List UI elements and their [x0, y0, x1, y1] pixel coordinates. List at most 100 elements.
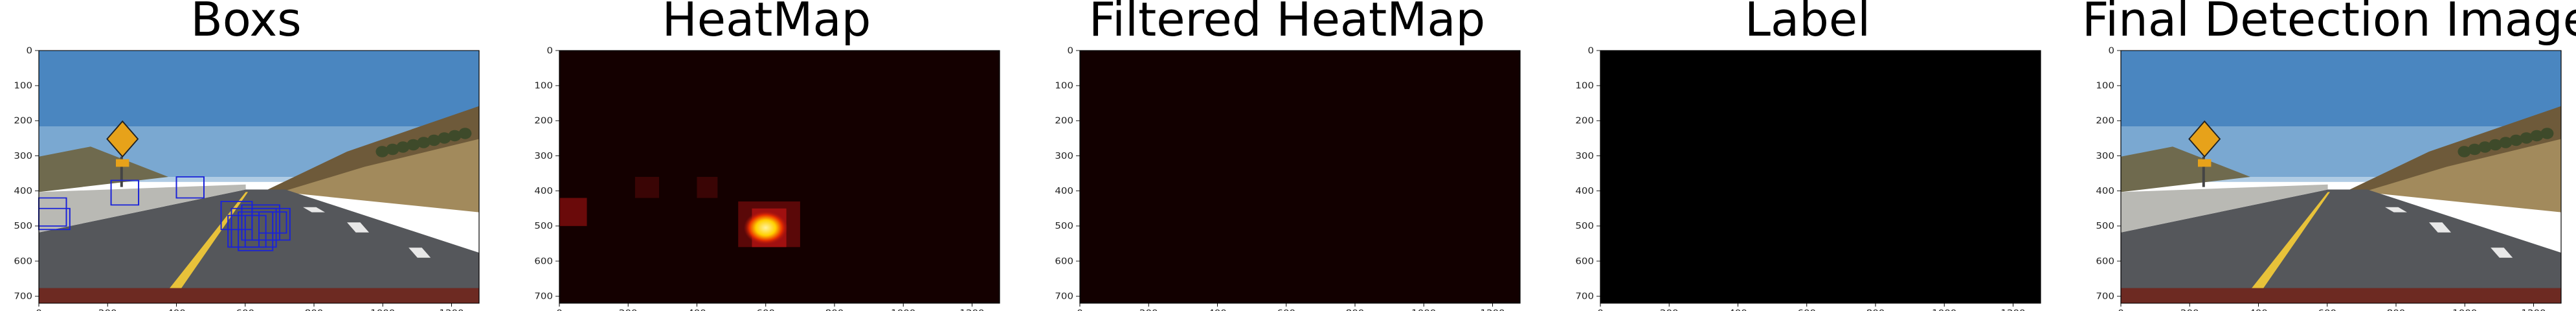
y-tick-label: 700 [2096, 292, 2114, 301]
y-tick-label: 0 [26, 46, 32, 56]
y-tick-label: 400 [534, 187, 553, 196]
x-tick-label: 0 [1597, 308, 1604, 311]
y-tick-label: 500 [1575, 222, 1594, 231]
y-tick-label: 100 [534, 81, 553, 91]
x-tick-label: 800 [2387, 308, 2406, 311]
x-tick-label: 1000 [370, 308, 395, 311]
x-tick-label: 800 [1346, 308, 1365, 311]
x-tick-label: 600 [1797, 308, 1816, 311]
y-tick-label: 500 [2096, 222, 2114, 231]
axes: 0 200 400 600 800 1000 1200 0 100 200 300 400 500 600… [534, 46, 1000, 311]
y-tick-label: 700 [14, 292, 32, 301]
y-tick-label: 100 [2096, 81, 2114, 91]
y-tick-label: 500 [534, 222, 553, 231]
x-tick-label: 800 [1866, 308, 1885, 311]
label-image [1600, 51, 2041, 303]
filtered-heatmap-image [1080, 51, 1520, 303]
y-tick-label: 400 [2096, 187, 2114, 196]
x-tick-label: 1000 [1411, 308, 1436, 311]
x-tick-label: 0 [556, 308, 563, 311]
x-tick-label: 1200 [439, 308, 464, 311]
x-tick-label: 1200 [2521, 308, 2546, 311]
panel-2: HeatMap 0 200 400 600 800 1000 1200 0 100 200 300 40… [521, 0, 1013, 311]
y-tick-label: 300 [534, 152, 553, 161]
x-tick-label: 1000 [1932, 308, 1956, 311]
deer-crossing-sign [106, 120, 139, 187]
x-tick-label: 600 [2318, 308, 2336, 311]
y-tick-label: 300 [14, 152, 32, 161]
y-tick-label: 100 [1575, 81, 1594, 91]
x-tick-label: 400 [2249, 308, 2268, 311]
x-tick-label: 800 [825, 308, 844, 311]
panel-title: HeatMap [662, 0, 871, 47]
panel-title: Boxs [190, 0, 302, 47]
y-tick-label: 0 [1587, 46, 1594, 56]
y-tick-label: 700 [534, 292, 553, 301]
axes: 0 200 400 600 800 1000 1200 0 100 200 300 400 500 600… [14, 46, 480, 311]
y-tick-label: 200 [534, 117, 553, 126]
y-tick-label: 500 [14, 222, 32, 231]
detection-box [238, 211, 274, 251]
x-tick-label: 400 [167, 308, 186, 311]
panel-5: Final Detection Image0200400600800100012… [2082, 0, 2576, 311]
x-tick-label: 800 [305, 308, 324, 311]
heat-peak [743, 211, 788, 245]
x-tick-label: 400 [1208, 308, 1227, 311]
y-tick-label: 0 [1067, 46, 1073, 56]
x-tick-label: 200 [2180, 308, 2199, 311]
x-tick-label: 600 [1277, 308, 1295, 311]
panel-title: Filtered HeatMap [1088, 0, 1486, 47]
y-tick-label: 200 [2096, 117, 2114, 126]
y-tick-label: 100 [14, 81, 32, 91]
axes: 0 200 400 600 800 1000 1200 0 100 200 300 400 500 600… [1575, 46, 2041, 311]
detection-box [251, 207, 291, 241]
y-tick-label: 300 [2096, 152, 2114, 161]
y-tick-label: 500 [1055, 222, 1073, 231]
x-tick-label: 200 [1139, 308, 1158, 311]
axes: 0 200 400 600 800 1000 1200 0 100 200 300 400 500 600… [2096, 46, 2562, 311]
y-tick-label: 600 [1055, 257, 1073, 266]
panel-1: Boxs 0 200 400 600 800 1000 1200 0 100 200 300 400 50… [0, 0, 492, 311]
x-tick-label: 0 [2118, 308, 2124, 311]
x-tick-label: 1000 [891, 308, 915, 311]
detection-box [110, 179, 140, 206]
x-tick-label: 1200 [1480, 308, 1505, 311]
y-tick-label: 600 [2096, 257, 2114, 266]
x-tick-label: 200 [1660, 308, 1679, 311]
detection-box [175, 176, 205, 199]
x-tick-label: 1200 [2000, 308, 2025, 311]
y-tick-label: 300 [1055, 152, 1073, 161]
axes: 0 200 400 600 800 1000 1200 0 100 200 300 400 500 600… [1055, 46, 1521, 311]
panel-3: Filtered HeatMap 0 200 400 600 800 1000 1200 0 10… [1041, 0, 1533, 311]
y-tick-label: 200 [1055, 117, 1073, 126]
y-tick-label: 600 [1575, 257, 1594, 266]
y-tick-label: 600 [14, 257, 32, 266]
y-tick-label: 200 [14, 117, 32, 126]
x-tick-label: 600 [236, 308, 254, 311]
y-tick-label: 400 [1575, 187, 1594, 196]
road-scene-image [38, 51, 479, 303]
x-tick-label: 200 [619, 308, 638, 311]
y-tick-label: 300 [1575, 152, 1594, 161]
x-tick-label: 600 [756, 308, 775, 311]
detection-box [258, 211, 287, 234]
road-scene-image [2121, 51, 2561, 303]
x-tick-label: 400 [688, 308, 706, 311]
y-tick-label: 600 [534, 257, 553, 266]
x-tick-label: 1200 [959, 308, 984, 311]
detection-boxes [38, 176, 291, 251]
y-tick-label: 400 [1055, 187, 1073, 196]
y-tick-label: 100 [1055, 81, 1073, 91]
x-tick-label: 1000 [2452, 308, 2477, 311]
x-tick-label: 0 [36, 308, 42, 311]
heatmap-image [559, 51, 1000, 303]
deer-crossing-sign [2188, 120, 2221, 187]
panel-4: Label 0 200 400 600 800 1000 1200 0 100 200 300 400 5… [1562, 0, 2054, 311]
x-tick-label: 400 [1729, 308, 1747, 311]
y-tick-label: 200 [1575, 117, 1594, 126]
y-tick-label: 700 [1575, 292, 1594, 301]
y-tick-label: 0 [2108, 46, 2114, 56]
x-tick-label: 200 [98, 308, 117, 311]
y-tick-label: 400 [14, 187, 32, 196]
y-tick-label: 700 [1055, 292, 1073, 301]
